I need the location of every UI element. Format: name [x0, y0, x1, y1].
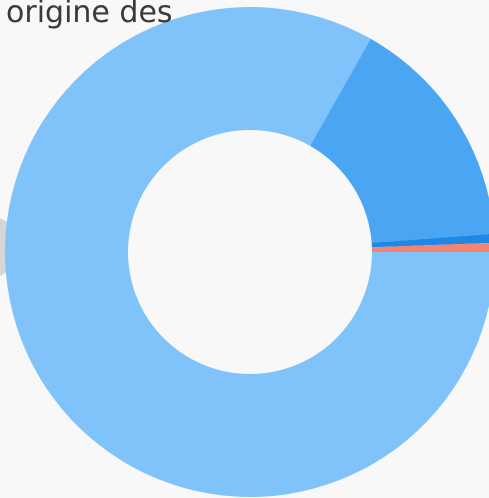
chart-title: origine des: [6, 0, 173, 30]
donut-slice: [5, 7, 489, 497]
donut-slice: [310, 38, 489, 243]
donut-slice: [371, 242, 489, 252]
donut-slice: [371, 233, 489, 248]
